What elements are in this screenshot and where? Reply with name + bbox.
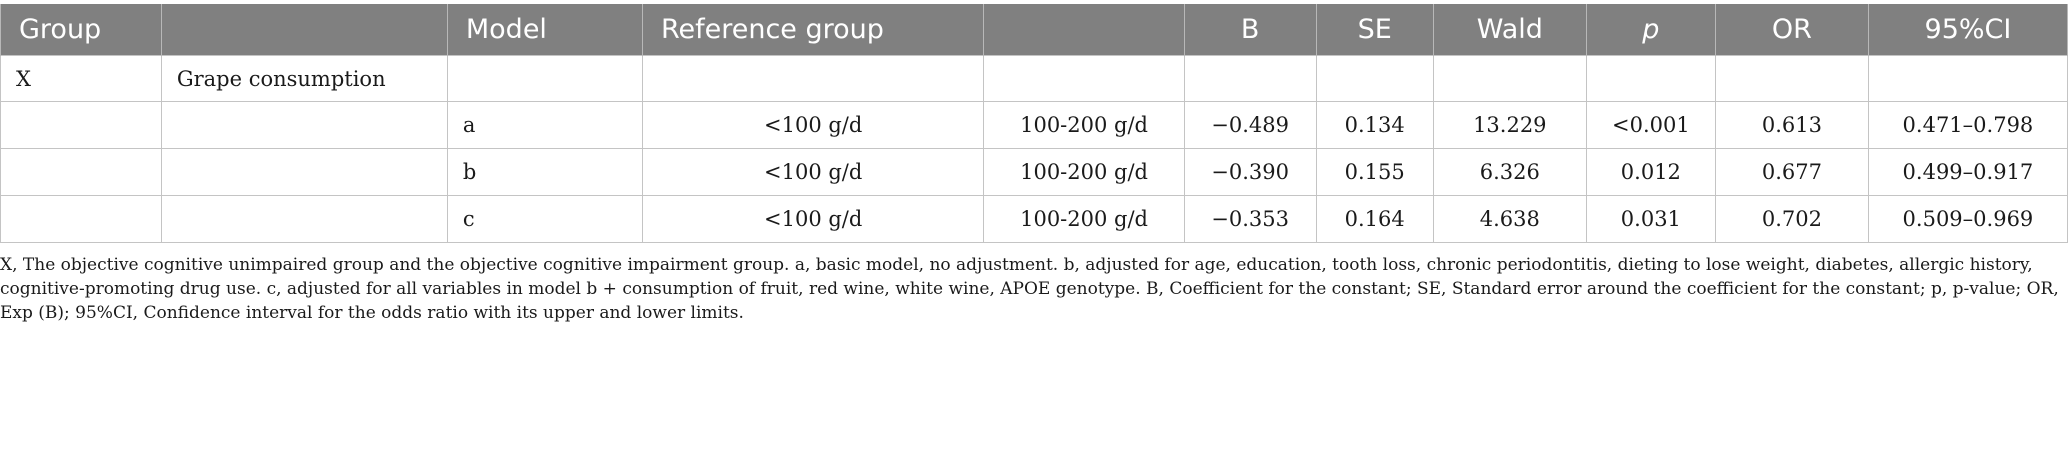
cell-group	[0, 148, 162, 196]
table-row: a <100 g/d 100-200 g/d −0.489 0.134 13.2…	[0, 101, 2069, 149]
header-blank	[160, 4, 448, 56]
cell-wald	[1432, 55, 1587, 102]
cell-wald: 4.638	[1432, 195, 1587, 243]
header-wald: Wald	[1432, 4, 1587, 56]
cell-b: −0.489	[1183, 101, 1317, 149]
cell-wald: 6.326	[1432, 148, 1587, 196]
header-b: B	[1183, 4, 1317, 56]
cell-reference: <100 g/d	[641, 101, 985, 149]
cell-se	[1315, 55, 1434, 102]
cell-se: 0.164	[1315, 195, 1434, 243]
cell-comparison	[983, 55, 1185, 102]
cell-ci: 0.499–0.917	[1867, 148, 2069, 196]
cell-or: 0.702	[1714, 195, 1869, 243]
cell-group	[0, 195, 162, 243]
table-row: X Grape consumption	[0, 55, 2069, 102]
results-table: Group Model Reference group B SE Wald p …	[0, 4, 2069, 243]
cell-variable	[160, 148, 448, 196]
cell-group: X	[0, 55, 162, 102]
cell-b: −0.353	[1183, 195, 1317, 243]
cell-or: 0.677	[1714, 148, 1869, 196]
header-se: SE	[1315, 4, 1434, 56]
cell-p	[1585, 55, 1716, 102]
cell-se: 0.155	[1315, 148, 1434, 196]
header-p: p	[1585, 4, 1716, 56]
header-or: OR	[1714, 4, 1869, 56]
cell-group	[0, 101, 162, 149]
cell-se: 0.134	[1315, 101, 1434, 149]
cell-reference: <100 g/d	[641, 195, 985, 243]
header-blank	[983, 4, 1185, 56]
cell-or	[1714, 55, 1869, 102]
cell-ci	[1867, 55, 2069, 102]
cell-comparison: 100-200 g/d	[983, 101, 1185, 149]
cell-comparison: 100-200 g/d	[983, 195, 1185, 243]
cell-p: <0.001	[1585, 101, 1716, 149]
cell-model: b	[446, 148, 643, 196]
cell-model: a	[446, 101, 643, 149]
cell-ci: 0.471–0.798	[1867, 101, 2069, 149]
header-ci: 95%CI	[1867, 4, 2069, 56]
table-footnote: X, The objective cognitive unimpaired gr…	[0, 255, 2059, 323]
cell-variable	[160, 195, 448, 243]
cell-variable: Grape consumption	[160, 55, 448, 102]
cell-b: −0.390	[1183, 148, 1317, 196]
cell-variable	[160, 101, 448, 149]
header-reference-group: Reference group	[641, 4, 985, 56]
cell-wald: 13.229	[1432, 101, 1587, 149]
cell-comparison: 100-200 g/d	[983, 148, 1185, 196]
cell-reference: <100 g/d	[641, 148, 985, 196]
header-p-label: p	[1642, 14, 1660, 45]
cell-model	[446, 55, 643, 102]
table-row: b <100 g/d 100-200 g/d −0.390 0.155 6.32…	[0, 148, 2069, 196]
cell-or: 0.613	[1714, 101, 1869, 149]
cell-model: c	[446, 195, 643, 243]
table-row: c <100 g/d 100-200 g/d −0.353 0.164 4.63…	[0, 195, 2069, 243]
cell-reference	[641, 55, 985, 102]
cell-p: 0.031	[1585, 195, 1716, 243]
cell-ci: 0.509–0.969	[1867, 195, 2069, 243]
header-model: Model	[446, 4, 643, 56]
cell-p: 0.012	[1585, 148, 1716, 196]
cell-b	[1183, 55, 1317, 102]
header-group: Group	[0, 4, 162, 56]
header-row: Group Model Reference group B SE Wald p …	[0, 4, 2069, 56]
